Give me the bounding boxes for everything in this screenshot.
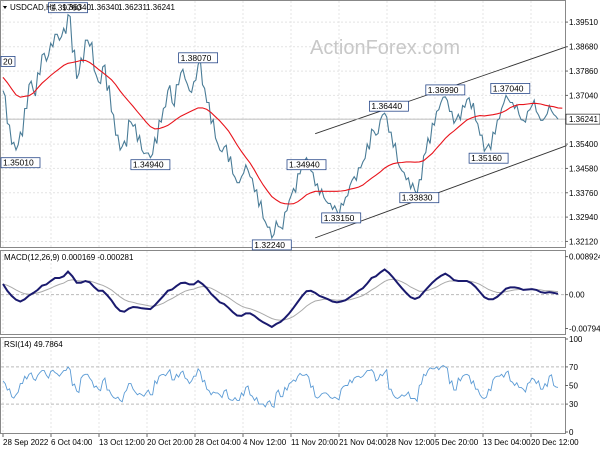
main-y-tick-label: 1.34580 <box>569 164 598 173</box>
price-label-box <box>0 56 16 67</box>
main-y-tick-label: 1.39510 <box>569 18 598 27</box>
price-line <box>2 13 559 240</box>
rsi-y-tick-label: 100 <box>569 335 583 344</box>
main-y-tick-label: 1.32940 <box>569 213 598 222</box>
x-tick-label: 28 Nov 12:00 <box>387 438 435 447</box>
y-axis-ticks: 1.39510 1.38680 1.37860 1.37040 1.36241 1.354… <box>565 18 600 437</box>
price-label-text: 1.32240 <box>254 240 285 250</box>
ohlc-close: 1.36241 <box>146 3 175 12</box>
price-label-box <box>0 157 41 169</box>
macd-y-tick-label: 0.008924 <box>569 253 600 262</box>
moving-average-series <box>2 59 563 205</box>
rsi-line <box>2 364 559 409</box>
x-tick-label: 21 Nov 04:00 <box>339 438 387 447</box>
symbol-title: USDCAD,H4 <box>10 3 57 12</box>
ohlc-low: 1.36231 <box>118 3 147 12</box>
price-label-box <box>468 152 509 164</box>
price-label: 1.33150 <box>321 212 362 224</box>
price-label: 1.33830 <box>399 192 440 204</box>
price-label-text: 1.34940 <box>289 160 320 170</box>
rsi-panel <box>0 337 566 434</box>
main-panel <box>0 0 566 248</box>
rsi-y-tick-label: 70 <box>569 363 578 372</box>
price-label-box <box>48 2 88 14</box>
price-label: 1.34940 <box>130 159 171 171</box>
macd-title: MACD(12,26,9) 0.000169 -0.000281 <box>4 253 134 262</box>
rsi-title: RSI(14) 49.7864 <box>4 340 63 349</box>
price-label: 1.39760 <box>48 2 88 14</box>
x-tick-label: 28 Oct 04:00 <box>195 438 241 447</box>
grid-lines <box>1 1 565 433</box>
macd-y-tick-label: -0.007942 <box>569 324 600 333</box>
main-y-tick-label: 1.35400 <box>569 140 598 149</box>
macd-main-line <box>2 268 559 329</box>
price-label-box <box>425 84 466 96</box>
price-label-text: 1.35010 <box>3 158 34 168</box>
ohlc-open: 1.36340 <box>62 3 91 12</box>
price-label: 20 <box>0 56 16 67</box>
x-tick-label: 20 Dec 12:00 <box>531 438 579 447</box>
price-label-text: 1.36990 <box>428 85 459 95</box>
x-tick-label: 13 Oct 12:00 <box>99 438 145 447</box>
price-label-box <box>286 159 327 171</box>
price-label: 1.34940 <box>286 159 327 171</box>
x-tick-label: 11 Nov 20:00 <box>291 438 339 447</box>
watermark: ActionForex.com <box>310 37 460 59</box>
rsi-y-tick-label: 50 <box>569 382 578 391</box>
price-label: 1.36990 <box>425 84 466 96</box>
x-tick-label: 28 Sep 2022 <box>3 438 49 447</box>
price-annotations: 1.39760 1.35010 1.38070 1.34940 1.32240 1.331… <box>0 2 531 251</box>
price-label: 1.37040 <box>490 83 531 94</box>
price-label: 1.35160 <box>468 152 509 164</box>
ma-line <box>2 59 563 205</box>
price-label-box <box>178 52 219 64</box>
price-label-text: 1.37040 <box>493 83 524 93</box>
main-y-tick-label: 1.37860 <box>569 67 598 76</box>
main-y-tick-label: 1.33760 <box>569 189 598 198</box>
price-label-text: 20 <box>3 56 13 66</box>
rsi-y-tick-label: 0 <box>569 428 574 437</box>
price-label: 1.36440 <box>368 100 409 112</box>
x-tick-label: 6 Oct 04:00 <box>51 438 93 447</box>
price-series <box>2 13 559 240</box>
price-label-text: 1.33830 <box>402 193 433 203</box>
main-y-tick-label: 1.38680 <box>569 43 598 52</box>
price-label-box <box>251 239 292 251</box>
ohlc-high: 1.36340 <box>90 3 119 12</box>
main-header: USDCAD,H4 1.36340 1.36340 1.36231 1.3624… <box>3 3 175 12</box>
main-y-tick-label: 1.36241 <box>569 115 598 124</box>
current-price-box <box>565 113 600 125</box>
price-label-box <box>490 83 531 94</box>
rsi-series <box>2 364 559 409</box>
x-tick-label: 20 Oct 20:00 <box>147 438 193 447</box>
macd-series <box>2 268 559 329</box>
price-label-text: 1.33150 <box>324 213 355 223</box>
price-label-text: 1.35160 <box>471 153 502 163</box>
main-y-tick-label: 1.32120 <box>569 237 598 246</box>
price-label-box <box>399 192 440 204</box>
price-label-box <box>321 212 362 224</box>
x-tick-label: 5 Dec 20:00 <box>435 438 479 447</box>
price-label-box <box>130 159 171 171</box>
main-y-tick-label: 1.37040 <box>569 91 598 100</box>
price-label: 1.32240 <box>251 239 292 251</box>
x-axis-ticks: 28 Sep 2022 6 Oct 04:00 13 Oct 12:00 20 Oct… <box>2 434 579 447</box>
price-label-text: 1.38070 <box>181 53 212 63</box>
price-label-box <box>368 100 409 112</box>
price-label: 1.35010 <box>0 157 41 169</box>
rsi-y-tick-label: 30 <box>569 400 578 409</box>
x-tick-label: 4 Nov 12:00 <box>243 438 287 447</box>
price-label: 1.38070 <box>178 52 219 64</box>
macd-y-tick-label: 0.00 <box>569 291 585 300</box>
price-label-text: 1.39760 <box>51 3 82 13</box>
x-tick-label: 13 Dec 04:00 <box>483 438 531 447</box>
price-label-text: 1.34940 <box>133 160 164 170</box>
chart-type-icon <box>3 6 7 9</box>
price-label-text: 1.36440 <box>371 101 402 111</box>
